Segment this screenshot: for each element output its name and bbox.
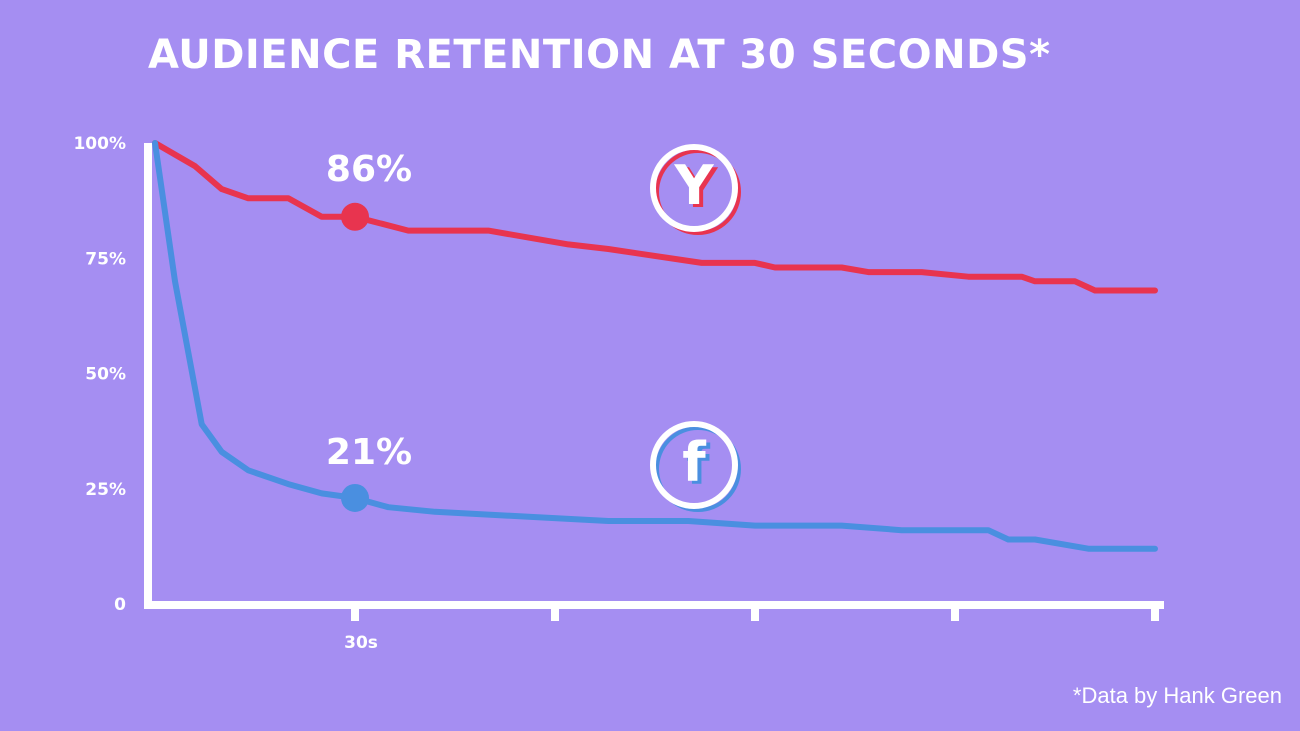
youtube-icon-letter-shadow: Y bbox=[677, 157, 718, 220]
youtube-icon bbox=[650, 144, 738, 232]
y-tick-label: 0 bbox=[114, 595, 126, 615]
y-tick-label: 75% bbox=[85, 249, 126, 269]
youtube-icon-shadow bbox=[655, 149, 741, 235]
x-tick-label: 30s bbox=[344, 633, 378, 653]
y-tick-label: 50% bbox=[85, 365, 126, 385]
facebook-retention-line bbox=[152, 140, 1158, 552]
y-tick-label: 25% bbox=[85, 480, 126, 500]
youtube-icon-letter: Y bbox=[673, 154, 714, 217]
facebook-icon bbox=[650, 421, 738, 509]
youtube-retention-line bbox=[152, 140, 1158, 294]
youtube-highlight-label: 86% bbox=[326, 149, 412, 190]
youtube-highlight-point bbox=[341, 202, 369, 231]
data-source-footnote: *Data by Hank Green bbox=[1072, 683, 1282, 708]
facebook-icon-letter-shadow: f bbox=[686, 434, 710, 497]
facebook-highlight-point bbox=[341, 483, 369, 512]
facebook-highlight-label: 21% bbox=[326, 432, 412, 473]
facebook-icon-letter: f bbox=[682, 431, 706, 494]
facebook-icon-shadow bbox=[655, 426, 741, 512]
chart-title: AUDIENCE RETENTION AT 30 SECONDS* bbox=[148, 32, 1051, 78]
y-tick-label: 100% bbox=[73, 134, 126, 154]
